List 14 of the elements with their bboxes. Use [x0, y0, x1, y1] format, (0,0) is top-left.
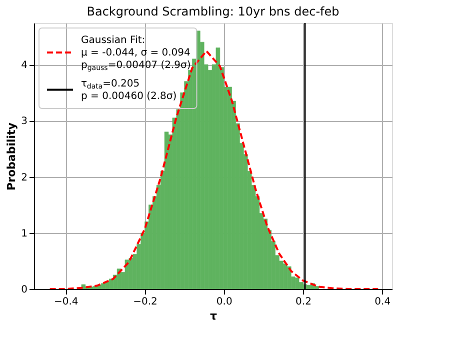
chart-title: Background Scrambling: 10yr bns dec-feb — [86, 4, 340, 18]
x-axis-title: τ — [210, 310, 218, 322]
line-series — [48, 50, 380, 289]
y-axis-title: Probability — [5, 122, 18, 190]
x-tick-label: −0.2 — [133, 296, 158, 308]
x-tick-label: 0.4 — [374, 296, 391, 308]
x-tick-label: −0.4 — [54, 296, 78, 308]
y-tick-label: 1 — [21, 228, 28, 240]
x-tick-label: 0.2 — [296, 296, 312, 308]
y-tick-label: 2 — [21, 172, 28, 184]
y-tick-label: 3 — [21, 116, 28, 128]
x-tick-label: 0.0 — [216, 296, 232, 308]
y-tick-label: 0 — [21, 284, 28, 296]
y-tick-label: 4 — [21, 60, 28, 72]
